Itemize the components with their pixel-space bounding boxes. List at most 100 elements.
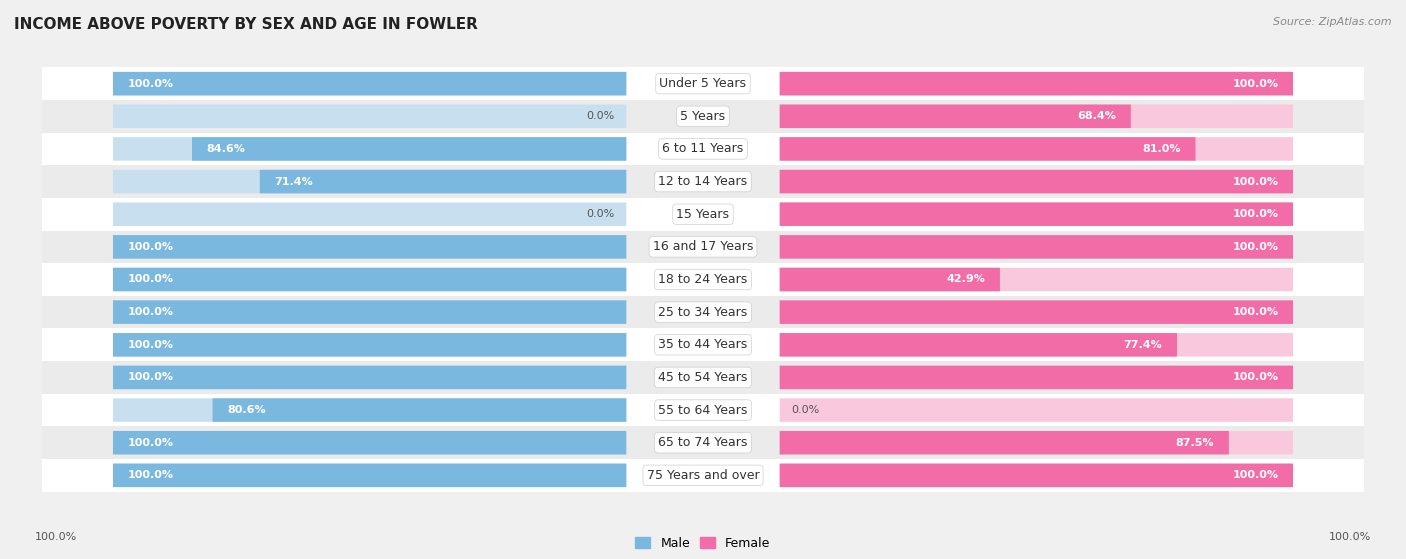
Text: 65 to 74 Years: 65 to 74 Years: [658, 436, 748, 449]
FancyBboxPatch shape: [112, 300, 626, 324]
Text: 100.0%: 100.0%: [128, 340, 174, 350]
FancyBboxPatch shape: [112, 399, 626, 422]
FancyBboxPatch shape: [780, 235, 1294, 259]
FancyBboxPatch shape: [112, 300, 626, 324]
Text: 84.6%: 84.6%: [207, 144, 246, 154]
Text: Source: ZipAtlas.com: Source: ZipAtlas.com: [1274, 17, 1392, 27]
FancyBboxPatch shape: [780, 268, 1294, 291]
Text: 100.0%: 100.0%: [128, 242, 174, 252]
Text: 0.0%: 0.0%: [586, 209, 614, 219]
FancyBboxPatch shape: [780, 463, 1294, 487]
Text: 0.0%: 0.0%: [586, 111, 614, 121]
FancyBboxPatch shape: [112, 170, 626, 193]
Bar: [42, 165, 1364, 198]
Text: 100.0%: 100.0%: [1232, 307, 1278, 317]
FancyBboxPatch shape: [112, 431, 626, 454]
Text: 16 and 17 Years: 16 and 17 Years: [652, 240, 754, 253]
Text: 6 to 11 Years: 6 to 11 Years: [662, 143, 744, 155]
Bar: [42, 329, 1364, 361]
Text: Under 5 Years: Under 5 Years: [659, 77, 747, 90]
FancyBboxPatch shape: [780, 333, 1294, 357]
FancyBboxPatch shape: [780, 235, 1294, 259]
Bar: [42, 394, 1364, 427]
FancyBboxPatch shape: [260, 170, 626, 193]
FancyBboxPatch shape: [780, 137, 1195, 160]
Text: 100.0%: 100.0%: [1232, 372, 1278, 382]
Bar: [42, 296, 1364, 329]
Text: 87.5%: 87.5%: [1175, 438, 1215, 448]
Bar: [42, 459, 1364, 492]
Text: 68.4%: 68.4%: [1077, 111, 1116, 121]
Text: 100.0%: 100.0%: [35, 532, 77, 542]
FancyBboxPatch shape: [112, 366, 626, 389]
FancyBboxPatch shape: [112, 202, 626, 226]
FancyBboxPatch shape: [112, 72, 626, 96]
FancyBboxPatch shape: [780, 431, 1229, 454]
FancyBboxPatch shape: [193, 137, 626, 160]
Text: 100.0%: 100.0%: [128, 438, 174, 448]
Text: 55 to 64 Years: 55 to 64 Years: [658, 404, 748, 416]
Bar: [42, 132, 1364, 165]
Text: 75 Years and over: 75 Years and over: [647, 469, 759, 482]
Text: 0.0%: 0.0%: [792, 405, 820, 415]
FancyBboxPatch shape: [780, 170, 1294, 193]
Bar: [42, 100, 1364, 132]
Text: 100.0%: 100.0%: [1232, 470, 1278, 480]
Text: 71.4%: 71.4%: [274, 177, 314, 187]
FancyBboxPatch shape: [112, 431, 626, 454]
FancyBboxPatch shape: [780, 399, 1294, 422]
Text: INCOME ABOVE POVERTY BY SEX AND AGE IN FOWLER: INCOME ABOVE POVERTY BY SEX AND AGE IN F…: [14, 17, 478, 32]
Text: 45 to 54 Years: 45 to 54 Years: [658, 371, 748, 384]
FancyBboxPatch shape: [780, 170, 1294, 193]
Text: 100.0%: 100.0%: [128, 274, 174, 285]
FancyBboxPatch shape: [780, 105, 1130, 128]
Text: 81.0%: 81.0%: [1142, 144, 1181, 154]
Bar: [42, 361, 1364, 394]
FancyBboxPatch shape: [780, 105, 1294, 128]
FancyBboxPatch shape: [780, 333, 1177, 357]
Text: 100.0%: 100.0%: [128, 307, 174, 317]
FancyBboxPatch shape: [780, 268, 1000, 291]
FancyBboxPatch shape: [780, 72, 1294, 96]
FancyBboxPatch shape: [780, 300, 1294, 324]
FancyBboxPatch shape: [112, 463, 626, 487]
Text: 100.0%: 100.0%: [1232, 79, 1278, 89]
FancyBboxPatch shape: [112, 268, 626, 291]
Bar: [42, 427, 1364, 459]
Bar: [42, 230, 1364, 263]
Text: 15 Years: 15 Years: [676, 208, 730, 221]
FancyBboxPatch shape: [780, 366, 1294, 389]
FancyBboxPatch shape: [112, 268, 626, 291]
FancyBboxPatch shape: [112, 366, 626, 389]
Text: 100.0%: 100.0%: [1232, 177, 1278, 187]
FancyBboxPatch shape: [780, 300, 1294, 324]
Text: 42.9%: 42.9%: [946, 274, 986, 285]
FancyBboxPatch shape: [112, 105, 626, 128]
FancyBboxPatch shape: [112, 137, 626, 160]
Text: 77.4%: 77.4%: [1123, 340, 1163, 350]
FancyBboxPatch shape: [780, 463, 1294, 487]
Text: 100.0%: 100.0%: [1329, 532, 1371, 542]
Text: 100.0%: 100.0%: [128, 470, 174, 480]
FancyBboxPatch shape: [780, 202, 1294, 226]
Text: 25 to 34 Years: 25 to 34 Years: [658, 306, 748, 319]
Text: 12 to 14 Years: 12 to 14 Years: [658, 175, 748, 188]
Text: 100.0%: 100.0%: [128, 372, 174, 382]
Text: 100.0%: 100.0%: [1232, 242, 1278, 252]
FancyBboxPatch shape: [112, 235, 626, 259]
Legend: Male, Female: Male, Female: [630, 532, 776, 555]
FancyBboxPatch shape: [112, 333, 626, 357]
Text: 18 to 24 Years: 18 to 24 Years: [658, 273, 748, 286]
FancyBboxPatch shape: [780, 202, 1294, 226]
FancyBboxPatch shape: [112, 235, 626, 259]
Text: 80.6%: 80.6%: [228, 405, 266, 415]
Bar: [42, 263, 1364, 296]
Text: 100.0%: 100.0%: [128, 79, 174, 89]
FancyBboxPatch shape: [780, 431, 1294, 454]
Text: 100.0%: 100.0%: [1232, 209, 1278, 219]
Text: 5 Years: 5 Years: [681, 110, 725, 123]
FancyBboxPatch shape: [780, 366, 1294, 389]
FancyBboxPatch shape: [780, 137, 1294, 160]
FancyBboxPatch shape: [112, 333, 626, 357]
Text: 35 to 44 Years: 35 to 44 Years: [658, 338, 748, 351]
